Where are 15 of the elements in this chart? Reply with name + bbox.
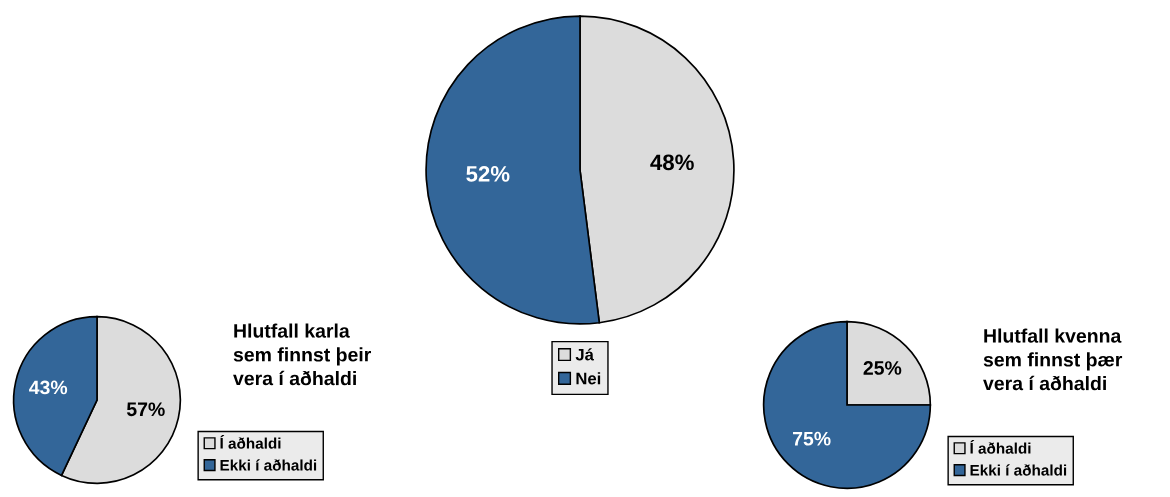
legend-label: Í aðhaldi [970, 440, 1031, 454]
data-label: 43% [29, 380, 68, 395]
legend-label: Í aðhaldi [220, 435, 281, 449]
legend-label: Ekki í aðhaldi [970, 464, 1067, 476]
legend-label: Já [575, 348, 594, 361]
text: Hlutfall karla sem finnst þeir vera í aðhaldi [233, 323, 372, 386]
pie-slice [762, 320, 932, 490]
legend-label: Ekki í aðhaldi [220, 459, 317, 471]
data-label: 52% [466, 166, 510, 182]
data-label: 75% [793, 431, 831, 446]
data-label: 48% [650, 154, 694, 171]
data-label: 57% [126, 402, 165, 417]
text: Hlutfall kvenna sem finnst þær vera í aðhaldi [983, 328, 1123, 391]
legend-label: Nei [576, 372, 601, 385]
data-label: 25% [863, 361, 902, 375]
